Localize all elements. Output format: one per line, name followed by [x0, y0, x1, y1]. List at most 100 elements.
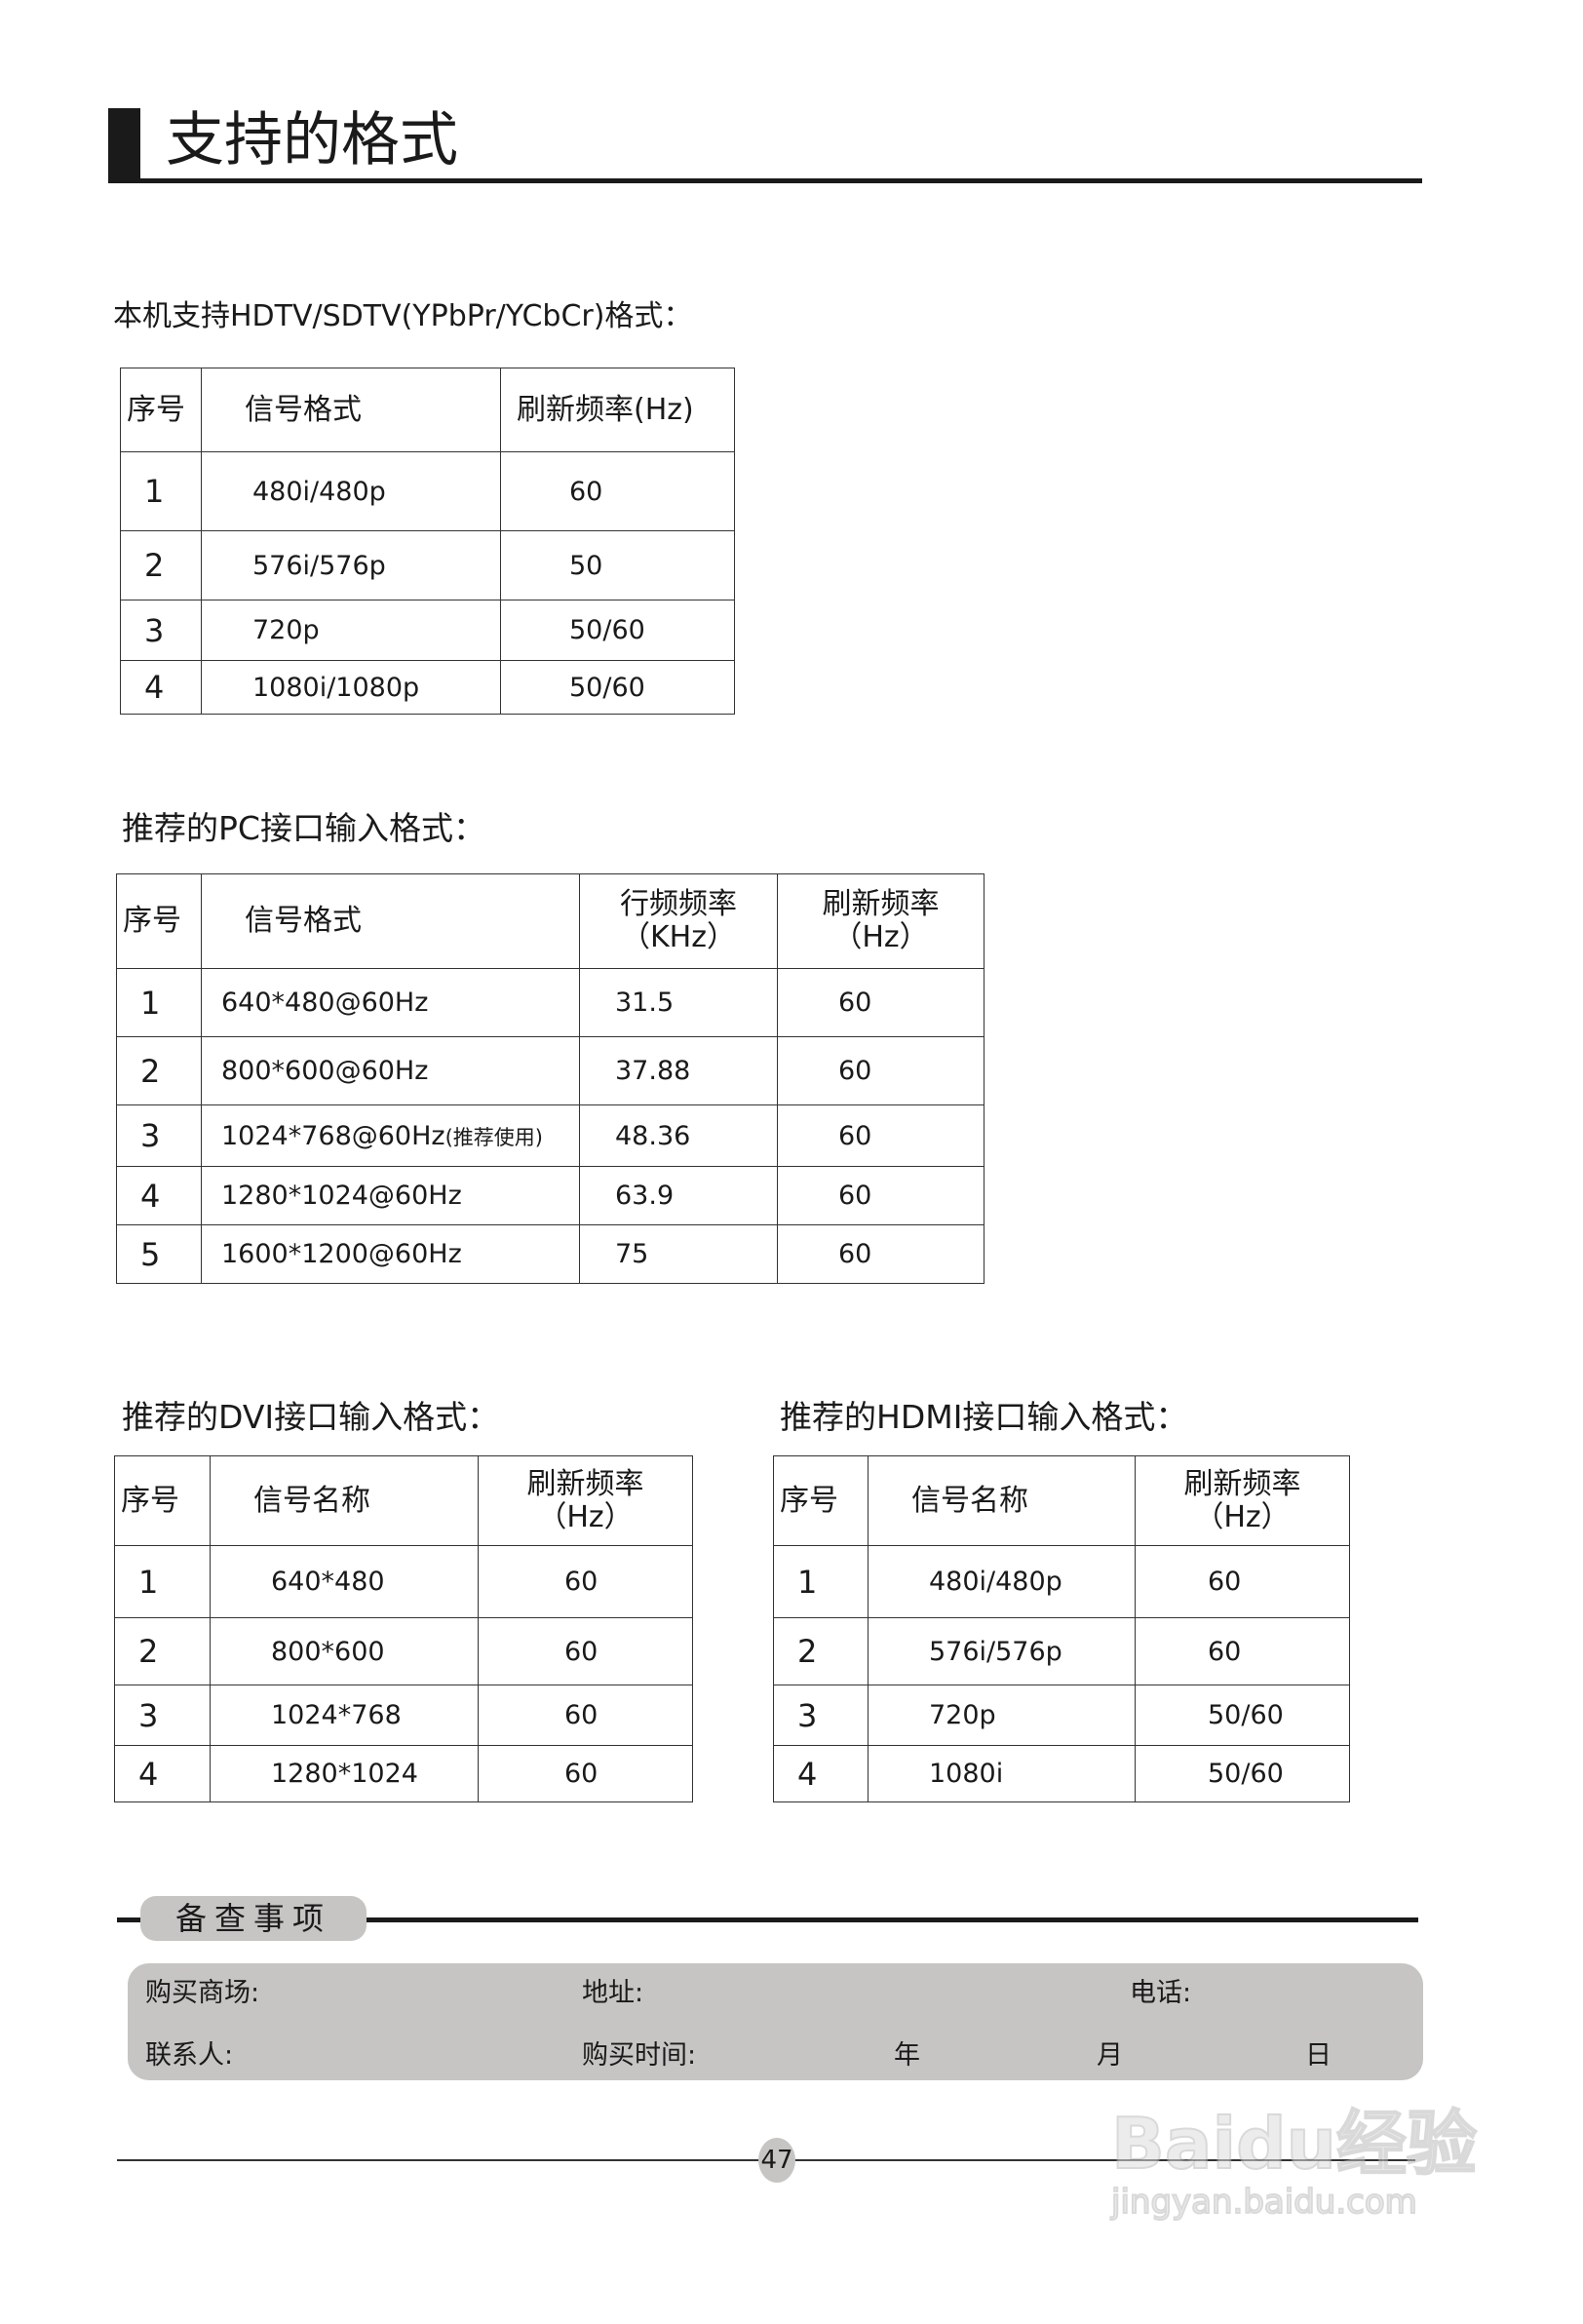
- watermark-url: jingyan.baidu.com: [1110, 2182, 1418, 2223]
- cell-text: 63.9: [615, 1181, 675, 1211]
- dvi-table: 序号 信号名称 刷新频率 （Hz） 1 640*480 60 2 800*600 60 3 1024…: [114, 1455, 693, 1802]
- hdtv-table: 序号 信号格式 刷新频率(Hz) 1 480i/480p 60 2 576i/576p 50 3 7…: [120, 368, 735, 715]
- cell-text: 60: [564, 1636, 598, 1667]
- cell-text: 1280*1024: [271, 1759, 418, 1789]
- purchase-time-label: 购买时间:: [582, 2040, 697, 2071]
- table-row: 4 1080i/1080p 50/60: [120, 660, 735, 715]
- table-cell: 800*600: [210, 1617, 479, 1685]
- cell-text: 1280*1024@60Hz: [221, 1181, 462, 1211]
- cell-text: 1080i/1080p: [252, 672, 420, 703]
- table-cell: 50/60: [500, 600, 735, 661]
- table-cell: 50/60: [1135, 1685, 1350, 1746]
- cell-text: 2: [140, 1052, 161, 1090]
- row-number: 5: [116, 1224, 202, 1284]
- row-number: 2: [116, 1036, 202, 1105]
- cell-text: 37.88: [615, 1056, 691, 1086]
- cell-text: 640*480@60Hz: [221, 988, 429, 1018]
- table-cell: 50: [500, 530, 735, 600]
- cell-text: 50/60: [1208, 1759, 1284, 1789]
- table-cell: 60: [777, 1036, 985, 1105]
- column-header: 序号: [116, 873, 202, 969]
- cell-text: 50: [569, 550, 603, 581]
- table-row: 2 576i/576p 50: [120, 530, 735, 600]
- column-header: 刷新频率 （Hz）: [1135, 1455, 1350, 1546]
- cell-text: 5: [140, 1235, 161, 1273]
- dvi-heading: 推荐的DVI接口输入格式：: [122, 1398, 500, 1436]
- column-header: 刷新频率(Hz): [500, 368, 735, 452]
- table-row: 1 480i/480p 60: [120, 451, 735, 531]
- hdmi-heading: 推荐的HDMI接口输入格式：: [780, 1398, 1188, 1436]
- table-row: 4 1080i 50/60: [773, 1745, 1350, 1802]
- cell-text: 48.36: [615, 1120, 691, 1151]
- table-cell: 1024*768@60Hz(推荐使用): [201, 1104, 580, 1167]
- row-number: 4: [114, 1745, 211, 1802]
- row-number: 3: [116, 1104, 202, 1167]
- table-cell: 720p: [201, 600, 501, 661]
- table-cell: 480i/480p: [868, 1545, 1136, 1618]
- contact-label: 联系人:: [145, 2040, 234, 2071]
- cell-text: 2: [797, 1633, 818, 1670]
- table-cell: 640*480: [210, 1545, 479, 1618]
- table-cell: 60: [777, 1166, 985, 1225]
- cell-text: 60: [838, 1056, 872, 1086]
- column-header: 信号格式: [201, 873, 580, 969]
- row-number: 3: [773, 1685, 869, 1746]
- cell-text: 2: [138, 1633, 159, 1670]
- cell-text: 800*600@60Hz: [221, 1056, 429, 1086]
- cell-text: 31.5: [615, 988, 675, 1018]
- column-header: 刷新频率 （Hz）: [777, 873, 985, 969]
- table-cell: 1024*768: [210, 1685, 479, 1746]
- table-header-row: 序号 信号格式 刷新频率(Hz): [120, 368, 735, 452]
- cell-text: 60: [569, 476, 603, 507]
- cell-text: 60: [564, 1567, 598, 1597]
- table-cell: 60: [478, 1745, 693, 1802]
- table-cell: 1280*1024: [210, 1745, 479, 1802]
- table-row: 1 640*480@60Hz 31.5 60: [116, 968, 985, 1037]
- table-cell: 75: [579, 1224, 778, 1284]
- cell-text: 3: [797, 1696, 818, 1734]
- day-label: 日: [1305, 2040, 1332, 2071]
- column-header: 序号: [114, 1455, 211, 1546]
- table-cell: 800*600@60Hz: [201, 1036, 580, 1105]
- table-cell: 31.5: [579, 968, 778, 1037]
- row-number: 4: [773, 1745, 869, 1802]
- table-cell: 60: [478, 1685, 693, 1746]
- page-title: 支持的格式: [166, 106, 458, 174]
- cell-text: 1: [138, 1563, 159, 1601]
- table-row: 3 1024*768@60Hz(推荐使用) 48.36 60: [116, 1104, 985, 1167]
- table-cell: 1080i: [868, 1745, 1136, 1802]
- table-row: 3 720p 50/60: [773, 1685, 1350, 1746]
- row-number: 4: [120, 660, 202, 715]
- table-cell: 37.88: [579, 1036, 778, 1105]
- cell-text: 4: [138, 1755, 159, 1793]
- cell-text: 3: [140, 1117, 161, 1154]
- row-number: 3: [114, 1685, 211, 1746]
- table-cell: 1600*1200@60Hz: [201, 1224, 580, 1284]
- cell-text: 1024*768@60Hz: [221, 1120, 445, 1151]
- cell-text: 2: [144, 547, 165, 584]
- cell-text: 720p: [929, 1700, 996, 1730]
- cell-text: 4: [144, 669, 165, 706]
- table-row: 1 640*480 60: [114, 1545, 693, 1618]
- column-header: 序号: [773, 1455, 869, 1546]
- table-cell: 48.36: [579, 1104, 778, 1167]
- page-number: 47: [758, 2138, 795, 2183]
- remarks-rule: [117, 1917, 1418, 1922]
- remarks-panel: 购买商场: 地址: 电话: 联系人: 购买时间: 年 月 日: [128, 1963, 1423, 2080]
- cell-text: 60: [564, 1759, 598, 1789]
- cell-text: 576i/576p: [252, 550, 386, 581]
- column-header: 刷新频率 （Hz）: [478, 1455, 693, 1546]
- table-row: 3 720p 50/60: [120, 600, 735, 661]
- cell-text: 50/60: [569, 615, 645, 645]
- table-cell: 640*480@60Hz: [201, 968, 580, 1037]
- remarks-title: 备查事项: [140, 1896, 367, 1941]
- store-label: 购买商场:: [145, 1978, 260, 2008]
- table-cell: 60: [500, 451, 735, 531]
- cell-text: 480i/480p: [252, 476, 386, 507]
- row-number: 2: [120, 530, 202, 600]
- table-cell: 50/60: [1135, 1745, 1350, 1802]
- cell-text: 60: [1208, 1567, 1242, 1597]
- table-cell: 60: [777, 968, 985, 1037]
- cell-text: 50/60: [1208, 1700, 1284, 1730]
